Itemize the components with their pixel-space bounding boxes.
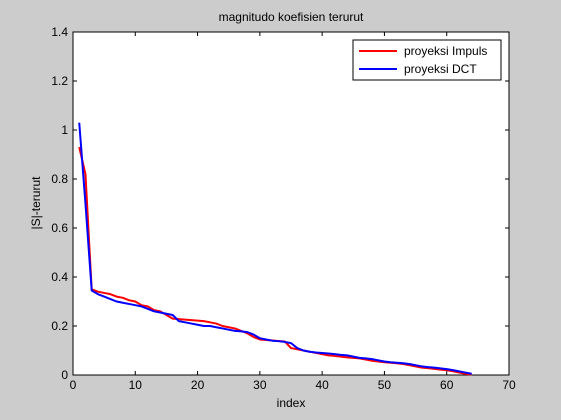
y-tick-label: 1	[61, 123, 68, 137]
y-tick-label: 0.8	[51, 172, 68, 186]
x-tick-label: 40	[315, 378, 329, 392]
y-tick-label: 0	[61, 368, 68, 382]
y-tick-label: 1.2	[51, 74, 68, 88]
legend-label-dct: proyeksi DCT	[404, 62, 477, 76]
legend-box	[352, 39, 502, 81]
x-tick-label: 10	[129, 378, 143, 392]
y-tick-label: 0.6	[51, 221, 68, 235]
y-tick-label: 1.4	[51, 25, 68, 39]
y-axis-label: |S|-terurut	[29, 176, 43, 230]
x-tick-label: 50	[378, 378, 392, 392]
x-tick-label: 60	[440, 378, 454, 392]
y-tick-label: 0.4	[51, 270, 68, 284]
x-axis-ticks: 0 10 20 30 40 50 60 70	[70, 32, 516, 392]
x-tick-label: 0	[70, 378, 77, 392]
series-layer	[78, 122, 472, 376]
legend-label-impuls: proyeksi Impuls	[404, 44, 487, 58]
x-tick-label: 20	[191, 378, 205, 392]
legend: proyeksi Impuls proyeksi DCT	[352, 39, 502, 81]
x-axis-label: index	[277, 396, 306, 410]
chart-title: magnitudo koefisien terurut	[219, 10, 364, 24]
series-line-dct	[78, 122, 472, 375]
plot-area	[72, 31, 510, 376]
x-tick-label: 30	[253, 378, 267, 392]
y-tick-label: 0.2	[51, 319, 68, 333]
x-tick-label: 70	[502, 378, 516, 392]
y-axis-ticks: 0 0.2 0.4 0.6 0.8 1 1.2 1.4	[51, 25, 509, 382]
